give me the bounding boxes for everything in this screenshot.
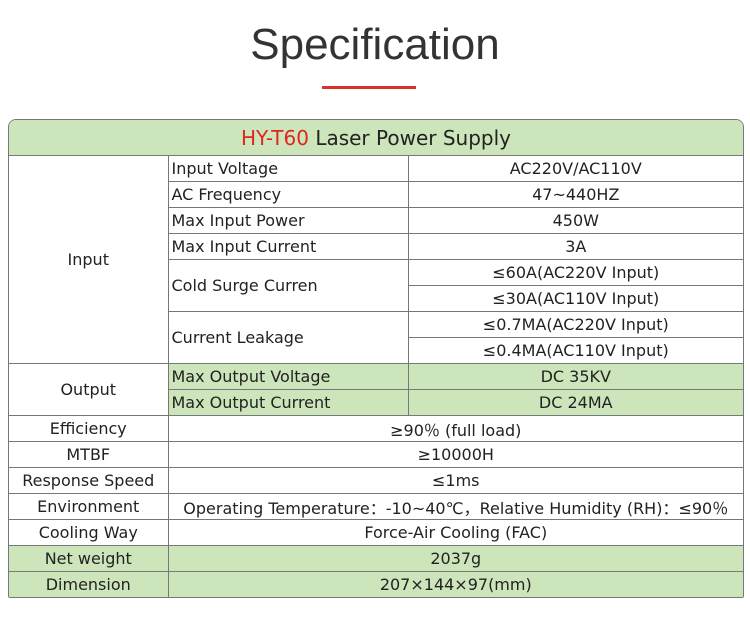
spec-value: ≥10000H xyxy=(167,441,743,468)
table-row: Cold Surge Curren ≤60A(AC220V Input) xyxy=(9,259,743,312)
spec-value: 207×144×97(mm) xyxy=(167,571,743,597)
spec-name: Response Speed xyxy=(9,467,169,494)
table-row: Max Output Current DC 24MA xyxy=(9,389,743,416)
spec-name: Current Leakage xyxy=(168,311,409,364)
spec-value: ≤30A(AC110V Input) xyxy=(408,285,743,312)
table-row: Efficiency ≥90％ (full load) xyxy=(9,415,743,442)
spec-value: ≥90％ (full load) xyxy=(167,415,743,442)
spec-value: Operating Temperature：-10~40℃，Relative H… xyxy=(167,493,743,520)
spec-table: HY-T60 Laser Power Supply Input Input Vol… xyxy=(8,119,744,598)
title-underline xyxy=(322,86,416,89)
spec-value: 450W xyxy=(407,207,743,234)
spec-value: ≤1ms xyxy=(167,467,743,494)
spec-name: Dimension xyxy=(9,571,169,597)
spec-name: Max Input Current xyxy=(168,233,409,260)
spec-name: Max Input Power xyxy=(168,207,409,234)
table-row: Net weight 2037g xyxy=(9,545,743,572)
group-label: Input xyxy=(9,155,169,364)
table-row: ≤0.4MA(AC110V Input) xyxy=(9,337,743,364)
spec-name: Cold Surge Curren xyxy=(168,259,409,312)
table-row: Input Input Voltage AC220V/AC110V xyxy=(9,155,743,364)
table-row: Cooling Way Force-Air Cooling (FAC) xyxy=(9,519,743,546)
table-header: HY-T60 Laser Power Supply xyxy=(9,120,743,156)
group-label: Output xyxy=(9,363,169,416)
table-row: Dimension 207×144×97(mm) xyxy=(9,571,743,597)
table: HY-T60 Laser Power Supply Input Input Vol… xyxy=(9,120,743,597)
table-row: Environment Operating Temperature：-10~40℃… xyxy=(9,493,743,520)
spec-name: Max Output Current xyxy=(168,389,409,416)
spec-value: DC 35KV xyxy=(407,363,743,390)
spec-name: Efficiency xyxy=(9,415,169,442)
spec-name: Max Output Voltage xyxy=(167,363,409,390)
spec-name: MTBF xyxy=(9,441,169,468)
table-title: Laser Power Supply xyxy=(315,125,511,150)
table-row: Current Leakage ≤0.7MA(AC220V Input) xyxy=(9,311,743,364)
model: HY-T60 xyxy=(241,125,309,150)
spec-name: Net weight xyxy=(9,545,169,572)
spec-value: ≤0.7MA(AC220V Input) xyxy=(407,311,743,338)
spec-value: 3A xyxy=(407,233,743,260)
spec-value: DC 24MA xyxy=(407,389,743,416)
spec-name: Cooling Way xyxy=(9,519,169,546)
spec-value: AC220V/AC110V xyxy=(407,155,743,182)
page-title: Specification xyxy=(250,20,500,69)
table-row: Response Speed ≤1ms xyxy=(9,467,743,494)
spec-value: ≤0.4MA(AC110V Input) xyxy=(408,337,743,364)
spec-name: AC Frequency xyxy=(168,181,409,208)
spec-name: Input Voltage xyxy=(167,155,409,182)
spec-value: Force-Air Cooling (FAC) xyxy=(167,519,743,546)
table-row: Output Max Output Voltage DC 35KV xyxy=(9,363,743,416)
table-row: AC Frequency 47~440HZ xyxy=(9,181,743,208)
spec-name: Environment xyxy=(9,493,169,520)
spec-value: 47~440HZ xyxy=(407,181,743,208)
spec-value: ≤60A(AC220V Input) xyxy=(407,259,743,286)
table-row: MTBF ≥10000H xyxy=(9,441,743,468)
spec-value: 2037g xyxy=(167,545,743,572)
